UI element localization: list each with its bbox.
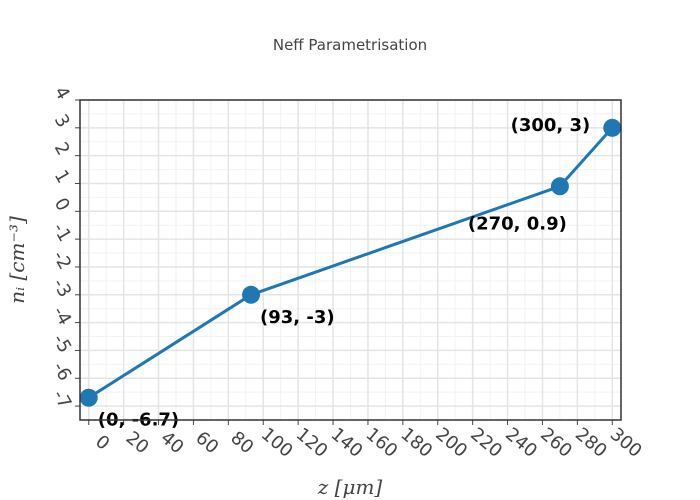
plot-frame — [79, 99, 622, 421]
data-point-label: (93, -3) — [260, 307, 335, 328]
grid-lines — [80, 99, 621, 420]
series-line — [87, 126, 614, 399]
data-point — [550, 177, 569, 196]
data-point-label: (300, 3) — [511, 115, 591, 136]
data-point — [603, 118, 622, 137]
y-axis-title: nᵢ [cm⁻³] — [5, 216, 29, 304]
data-point — [79, 388, 98, 407]
data-point — [242, 285, 261, 304]
chart-title: Neff Parametrisation — [273, 36, 427, 54]
x-axis-title: z [μm] — [317, 475, 383, 499]
data-point-label: (270, 0.9) — [468, 213, 567, 234]
